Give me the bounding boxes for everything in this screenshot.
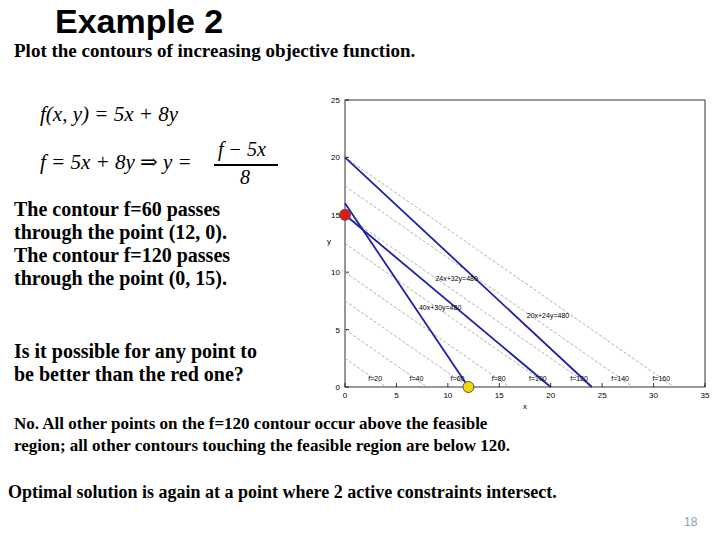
highlight-point <box>463 382 474 393</box>
x-tick <box>345 383 346 387</box>
question: Is it possible for any point to <box>14 340 257 363</box>
contour-line <box>345 157 674 387</box>
contour-label: f=100 <box>529 375 547 382</box>
contour-label: f=60 <box>451 375 465 382</box>
y-tick <box>345 100 349 101</box>
contour-line <box>345 301 468 387</box>
contour-line <box>345 358 386 387</box>
x-tick <box>396 383 397 387</box>
x-tick-label: 15 <box>495 391 504 400</box>
constraint-line <box>345 203 468 387</box>
body-text: through the point (12, 0). <box>14 221 227 244</box>
answer: No. All other points on the f=120 contou… <box>14 414 487 434</box>
x-tick-label: 10 <box>443 391 452 400</box>
x-tick-label: 20 <box>546 391 555 400</box>
y-axis-label: y <box>327 237 331 246</box>
contour-label: f=40 <box>409 375 423 382</box>
page-number: 18 <box>684 515 697 529</box>
y-tick-label: 10 <box>331 268 340 277</box>
formula-denominator: 8 <box>240 166 250 189</box>
y-tick-label: 5 <box>336 326 341 335</box>
constraint-line <box>345 215 551 387</box>
contour-label: f=160 <box>652 375 670 382</box>
constraint-label: 20x+24y=480 <box>527 312 570 320</box>
fraction-bar <box>214 164 278 166</box>
conclusion: Optimal solution is again at a point whe… <box>8 482 557 503</box>
x-tick <box>499 383 500 387</box>
title: Example 2 <box>55 2 223 41</box>
contour-line <box>345 244 551 388</box>
contour-line <box>345 330 427 387</box>
formula: f(x, y) = 5x + 8y <box>40 102 178 127</box>
contour-label: f=80 <box>492 375 506 382</box>
contour-label: f=140 <box>611 375 629 382</box>
constraint-line <box>345 157 592 387</box>
constraint-label: 40x+30y=480 <box>419 304 462 312</box>
x-tick-label: 0 <box>343 391 348 400</box>
question: be better than the red one? <box>14 363 244 386</box>
contour-line <box>345 215 592 387</box>
x-tick-label: 35 <box>701 391 710 400</box>
x-tick <box>602 383 603 387</box>
contour-line <box>345 186 633 387</box>
x-tick <box>447 383 448 387</box>
y-tick <box>345 387 349 388</box>
plot-frame <box>345 100 705 387</box>
highlight-point <box>340 209 351 220</box>
y-tick-label: 0 <box>336 383 341 392</box>
subtitle: Plot the contours of increasing objectiv… <box>14 40 415 62</box>
slide: Example 2Plot the contours of increasing… <box>0 0 720 540</box>
chart: 051015202530350510152025xyf=20f=40f=60f=… <box>0 0 720 540</box>
x-tick-label: 30 <box>649 391 658 400</box>
body-text: through the point (0, 15). <box>14 267 227 290</box>
body-text: The contour f=120 passes <box>14 244 230 267</box>
formula: f = 5x + 8y ⇒ y = <box>40 150 192 175</box>
contour-label: f=120 <box>570 375 588 382</box>
contour-label: f=20 <box>368 375 382 382</box>
answer: region; all other contours touching the … <box>14 436 510 456</box>
formula-numerator: f − 5x <box>218 138 266 161</box>
y-tick-label: 20 <box>331 153 340 162</box>
x-axis-label: x <box>523 402 527 411</box>
x-tick <box>653 383 654 387</box>
x-tick-label: 5 <box>394 391 399 400</box>
y-tick-label: 25 <box>331 96 340 105</box>
body-text: The contour f=60 passes <box>14 198 220 221</box>
x-tick-label: 25 <box>598 391 607 400</box>
contour-line <box>345 272 510 387</box>
constraint-label: 24x+32y=480 <box>435 275 478 283</box>
x-tick <box>705 383 706 387</box>
